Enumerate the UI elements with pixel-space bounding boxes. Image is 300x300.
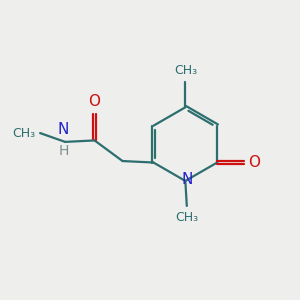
- Text: N: N: [181, 172, 193, 187]
- Text: CH₃: CH₃: [13, 127, 36, 140]
- Text: CH₃: CH₃: [174, 64, 197, 77]
- Text: CH₃: CH₃: [175, 211, 198, 224]
- Text: O: O: [248, 155, 260, 170]
- Text: H: H: [58, 144, 69, 158]
- Text: N: N: [58, 122, 69, 136]
- Text: O: O: [88, 94, 101, 109]
